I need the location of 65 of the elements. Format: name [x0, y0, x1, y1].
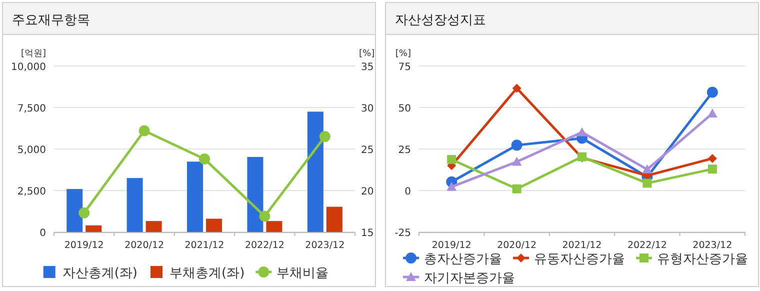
point — [446, 182, 457, 191]
bar — [247, 156, 264, 232]
y-tick-label: 2,500 — [17, 186, 46, 198]
point — [511, 140, 522, 151]
x-tick-label: 2020/12 — [497, 240, 537, 251]
x-tick-label: 2022/12 — [244, 240, 284, 251]
x-tick-label: 2023/12 — [692, 240, 732, 251]
y2-tick-label: 15 — [361, 228, 374, 239]
bar — [307, 112, 324, 232]
x-tick-label: 2021/12 — [184, 240, 224, 251]
x-tick-label: 2023/12 — [305, 240, 345, 251]
point — [642, 164, 652, 174]
bar — [66, 189, 83, 232]
legend-label: 자기자본증가율 — [424, 271, 515, 286]
y2-tick-label: 30 — [361, 104, 374, 114]
point — [199, 153, 210, 164]
bar — [206, 218, 222, 232]
y-tick-label: 50 — [398, 104, 411, 114]
point — [319, 131, 330, 142]
point — [512, 184, 522, 194]
y2-tick-label: 35 — [361, 62, 374, 73]
x-tick-label: 2021/12 — [562, 240, 602, 251]
y-tick-label: 7,500 — [17, 104, 46, 114]
chart-title: 주요재무항목 — [12, 13, 90, 28]
y-tick-label: 75 — [398, 62, 411, 73]
bar — [326, 206, 342, 232]
point — [512, 156, 522, 166]
y-tick-label: -25 — [394, 228, 411, 239]
point — [708, 154, 717, 163]
legend-label: 유형자산증가율 — [657, 252, 748, 267]
bar — [266, 221, 282, 232]
y-tick-label: 0 — [40, 228, 46, 239]
point — [138, 125, 150, 136]
y-axis-title: [억원] — [20, 49, 46, 59]
point — [78, 207, 90, 218]
y2-tick-label: 20 — [361, 186, 374, 198]
point — [259, 210, 270, 222]
y2-axis-title: [%] — [359, 49, 375, 59]
point — [642, 178, 652, 188]
y-tick-label: 25 — [398, 145, 411, 156]
point — [706, 86, 718, 98]
x-tick-label: 2019/12 — [64, 240, 104, 251]
point — [512, 84, 522, 93]
x-tick-label: 2019/12 — [432, 240, 472, 251]
legend-label: 자산총계(좌) — [62, 266, 138, 281]
x-tick-label: 2022/12 — [627, 240, 667, 251]
legend-label: 부채비율 — [276, 266, 329, 281]
point — [708, 164, 717, 174]
point — [577, 127, 587, 136]
legend-label: 총자산증가율 — [424, 252, 502, 267]
point — [707, 108, 718, 118]
legend-label: 부채총계(좌) — [170, 266, 245, 281]
bar — [126, 178, 143, 232]
bar — [86, 225, 102, 232]
point — [447, 154, 456, 164]
bar — [187, 162, 203, 232]
y-tick-label: 10,000 — [11, 62, 46, 73]
y-tick-label: 0 — [404, 186, 411, 198]
chart-title: 자산성장성지표 — [395, 13, 486, 28]
y-tick-label: 5,000 — [17, 145, 46, 156]
legend-label: 유동자산증가율 — [534, 252, 625, 267]
y-axis-title: [%] — [395, 49, 411, 59]
y2-tick-label: 25 — [361, 145, 374, 156]
x-tick-label: 2020/12 — [124, 240, 164, 251]
bar — [146, 221, 162, 232]
